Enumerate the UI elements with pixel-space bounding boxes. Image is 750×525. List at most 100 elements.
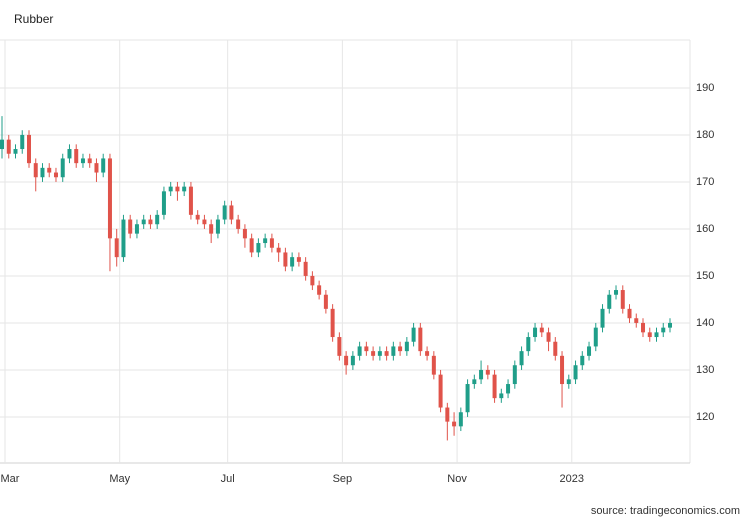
candle-body — [458, 412, 463, 427]
candle-body — [344, 355, 349, 366]
candle-body — [114, 238, 119, 258]
candle-body — [330, 308, 335, 338]
candle-body — [573, 365, 578, 380]
candle-body — [40, 167, 45, 178]
candle-body — [404, 341, 409, 352]
y-tick-label: 180 — [696, 129, 714, 141]
candle-body — [587, 346, 592, 356]
candle-body — [479, 369, 484, 380]
candle-body — [222, 205, 227, 220]
x-tick-label: May — [109, 473, 130, 485]
candle-body — [607, 294, 612, 309]
candle-body — [168, 186, 173, 192]
candle-body — [269, 238, 274, 248]
candle-body — [20, 134, 25, 150]
candle-body — [357, 346, 362, 356]
candle-body — [472, 379, 477, 385]
candle-body — [634, 318, 639, 323]
candle-body — [188, 186, 193, 215]
candle-body — [26, 134, 31, 164]
candle-body — [371, 351, 376, 356]
candle-body — [141, 219, 146, 225]
candle-body — [74, 149, 79, 164]
candle-body — [242, 228, 247, 239]
candle-body — [641, 322, 646, 333]
candle-body — [148, 219, 153, 225]
candle-body — [229, 205, 234, 220]
candle-body — [107, 158, 112, 239]
candle-body — [533, 327, 538, 338]
candle-body — [485, 369, 490, 375]
candle-body — [182, 186, 187, 192]
candle-body — [566, 379, 571, 385]
candle-body — [175, 186, 180, 192]
candle-body — [580, 355, 585, 366]
candle-body — [593, 327, 598, 347]
candle-body — [33, 163, 38, 178]
candle-body — [668, 322, 672, 328]
candle-body — [398, 346, 403, 352]
candle-body — [202, 219, 207, 225]
candle-body — [560, 355, 565, 385]
candle-body — [67, 149, 72, 159]
x-tick-label: Nov — [447, 473, 467, 485]
candle-body — [492, 374, 497, 399]
candle-body — [101, 158, 106, 173]
candle-body — [87, 158, 92, 164]
y-tick-label: 160 — [696, 223, 714, 235]
candle-body — [263, 238, 268, 244]
candle-body — [80, 158, 85, 164]
candle-body — [47, 167, 52, 173]
candle-body — [256, 243, 261, 253]
candle-body — [546, 332, 551, 342]
candle-body — [249, 238, 254, 253]
candle-body — [310, 275, 315, 286]
chart-title: Rubber — [14, 12, 53, 26]
candle-body — [384, 351, 389, 356]
candle-body — [60, 158, 65, 178]
candle-body — [283, 252, 288, 267]
candle-body — [134, 224, 139, 234]
candle-body — [296, 257, 301, 262]
candle-body — [209, 224, 214, 234]
candle-body — [13, 149, 18, 154]
candle-body — [418, 327, 423, 352]
x-tick-label: Jul — [221, 473, 235, 485]
candle-body — [323, 294, 328, 309]
y-tick-label: 140 — [696, 317, 714, 329]
candle-body — [303, 261, 308, 276]
y-tick-label: 170 — [696, 176, 714, 188]
candle-body — [661, 327, 666, 333]
candle-body — [512, 365, 517, 385]
source-note: source: tradingeconomics.com — [591, 505, 740, 517]
candle-body — [627, 308, 632, 319]
candle-body — [654, 332, 659, 338]
candle-body — [94, 163, 99, 173]
candle-body — [465, 384, 470, 413]
candle-body — [600, 308, 605, 328]
candle-body — [350, 355, 355, 366]
candle-body — [128, 219, 133, 234]
y-tick-label: 120 — [696, 411, 714, 423]
candle-body — [526, 337, 531, 352]
candle-body — [647, 332, 652, 338]
candle-body — [215, 219, 220, 234]
candle-body — [506, 384, 511, 394]
candle-body — [425, 351, 430, 356]
candle-body — [431, 355, 436, 375]
candle-body — [6, 139, 11, 154]
candle-body — [364, 346, 369, 352]
candle-body — [553, 341, 558, 356]
candle-body — [445, 407, 450, 422]
candle-body — [499, 393, 504, 399]
candle-body — [539, 327, 544, 333]
candle-body — [53, 172, 58, 178]
candle-body — [155, 214, 160, 225]
candle-body — [317, 285, 322, 295]
x-tick-label: Sep — [333, 473, 353, 485]
candle-body — [391, 346, 396, 356]
candle-body — [438, 374, 443, 408]
candle-body — [377, 351, 382, 356]
